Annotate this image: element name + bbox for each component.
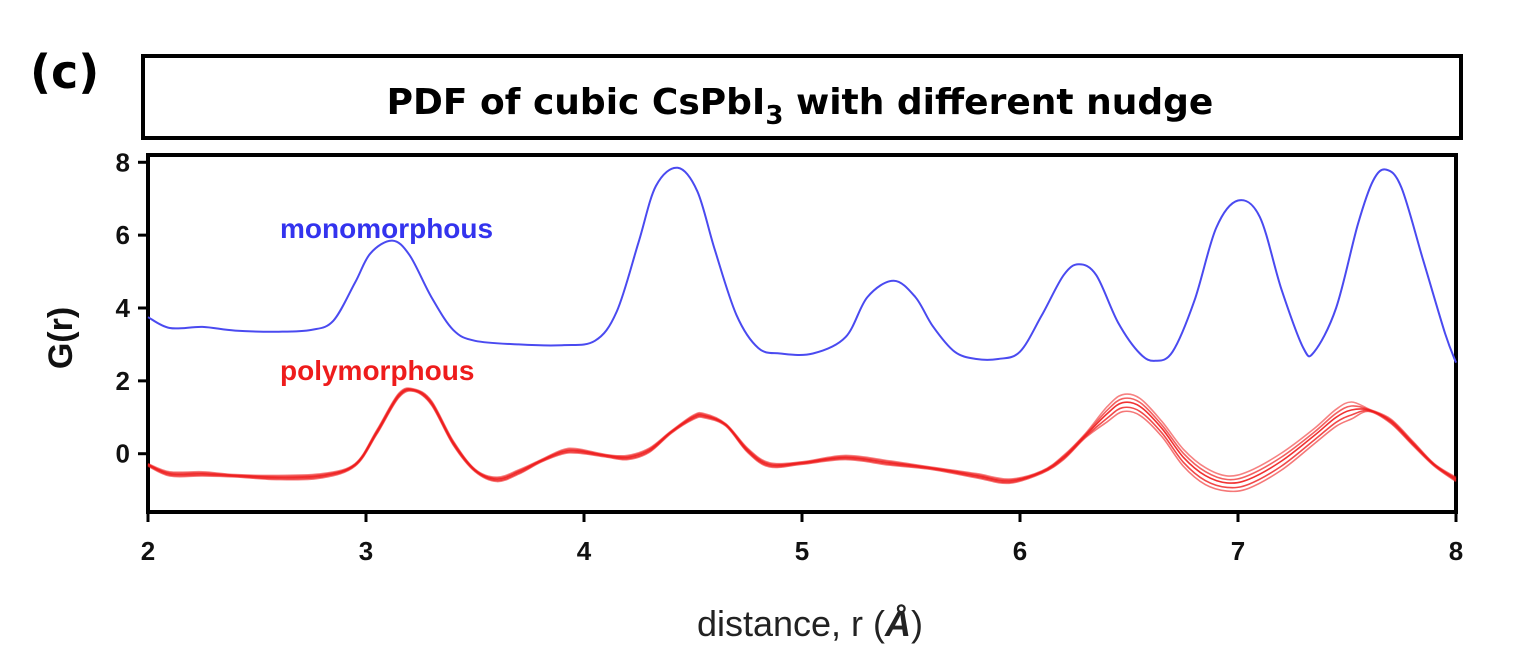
title-box <box>141 54 1463 140</box>
chart-title: PDF of cubic CsPbI3 with different nudge <box>387 82 1214 131</box>
x-tick-label: 7 <box>1231 536 1245 566</box>
y-tick-label: 8 <box>116 147 130 177</box>
y-tick-label: 2 <box>116 366 130 396</box>
x-tick-label: 6 <box>1013 536 1027 566</box>
x-axis: 2 3 4 5 6 7 8 <box>141 512 1463 566</box>
series-label-monomorphous: monomorphous <box>280 213 493 244</box>
x-tick-label: 3 <box>359 536 373 566</box>
series-line-monomorphous <box>147 166 1457 363</box>
y-axis: 0 2 4 6 8 <box>116 147 148 469</box>
x-axis-label: distance, r (Å) <box>697 603 923 644</box>
y-tick-label: 0 <box>116 439 130 469</box>
panel-label: (c) <box>30 45 99 99</box>
series-label-polymorphous: polymorphous <box>280 355 474 386</box>
plot-frame <box>146 153 1458 514</box>
x-tick-label: 2 <box>141 536 155 566</box>
x-tick-label: 5 <box>795 536 809 566</box>
series-lines <box>147 166 1457 493</box>
x-tick-label: 8 <box>1449 536 1463 566</box>
y-tick-label: 6 <box>116 220 130 250</box>
y-tick-label: 4 <box>116 293 131 323</box>
series-line-polymorphous <box>147 387 1457 480</box>
y-axis-label: G(r) <box>42 307 80 369</box>
series-line-polymorphous <box>147 390 1457 493</box>
x-tick-label: 4 <box>577 536 592 566</box>
